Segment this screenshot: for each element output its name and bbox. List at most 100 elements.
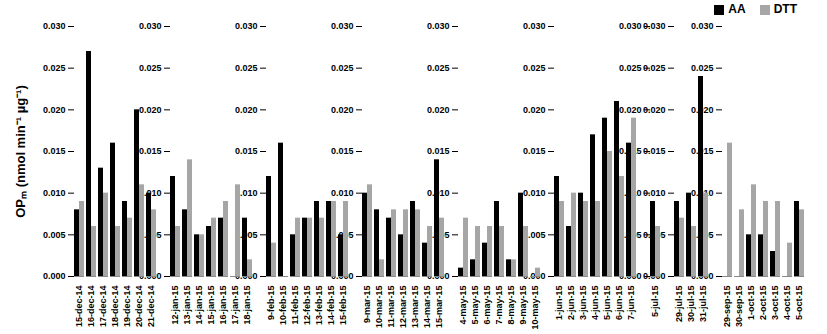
svg-text:0.010: 0.010	[523, 188, 546, 198]
svg-text:30-jul-15: 30-jul-15	[686, 286, 696, 323]
svg-text:0.015: 0.015	[643, 146, 666, 156]
svg-text:19-dec-14: 19-dec-14	[122, 286, 132, 328]
svg-text:6-jun-15: 6-jun-15	[614, 286, 624, 321]
svg-text:0.000: 0.000	[235, 271, 258, 282]
svg-text:0.030: 0.030	[427, 21, 450, 31]
svg-text:18-jan-15: 18-jan-15	[242, 286, 252, 325]
svg-text:7-jun-15: 7-jun-15	[626, 286, 636, 321]
svg-text:0.015: 0.015	[331, 146, 354, 156]
svg-text:0.030: 0.030	[643, 21, 666, 31]
html-text:AA: AA	[728, 2, 746, 16]
svg-text:0.030: 0.030	[235, 21, 258, 31]
svg-text:OPₘ (nmol min⁻¹ µg⁻¹): OPₘ (nmol min⁻¹ µg⁻¹)	[13, 85, 28, 218]
svg-text:13-mar-15: 13-mar-15	[410, 286, 420, 329]
svg-text:29-sep-15: 29-sep-15	[722, 286, 732, 328]
svg-text:10-may-15: 10-may-15	[530, 286, 540, 330]
html-text:DTT: DTT	[773, 2, 797, 16]
svg-text:0.025: 0.025	[139, 63, 162, 73]
svg-text:30-sep-15: 30-sep-15	[734, 286, 744, 328]
svg-text:3-oct-15: 3-oct-15	[770, 286, 780, 321]
svg-text:12-mar-15: 12-mar-15	[398, 286, 408, 329]
svg-text:11-mar-15: 11-mar-15	[386, 286, 396, 328]
svg-text:0.025: 0.025	[235, 63, 258, 73]
svg-text:5-jun-15: 5-jun-15	[602, 286, 612, 321]
svg-text:0.025: 0.025	[619, 63, 642, 73]
svg-text:13-jan-15: 13-jan-15	[182, 286, 192, 325]
svg-text:3-jun-15: 3-jun-15	[578, 286, 588, 321]
svg-text:15-jan-15: 15-jan-15	[206, 286, 216, 325]
svg-text:0.020: 0.020	[139, 105, 162, 115]
svg-text:0.030: 0.030	[43, 21, 66, 31]
svg-text:9-mar-15: 9-mar-15	[362, 286, 372, 324]
svg-text:4-oct-15: 4-oct-15	[782, 286, 792, 321]
svg-text:10-feb-15: 10-feb-15	[278, 286, 288, 326]
svg-text:16-dec-14: 16-dec-14	[86, 286, 96, 328]
svg-text:12-jan-15: 12-jan-15	[170, 286, 180, 325]
svg-text:2-oct-15: 2-oct-15	[758, 286, 768, 321]
svg-text:17-dec-14: 17-dec-14	[98, 286, 108, 328]
svg-text:15-dec-14: 15-dec-14	[74, 286, 84, 328]
svg-text:7-may-15: 7-may-15	[494, 286, 504, 325]
svg-text:0.025: 0.025	[643, 63, 666, 73]
svg-text:20-dec-14: 20-dec-14	[134, 286, 144, 328]
svg-text:0.015: 0.015	[139, 146, 162, 156]
svg-text:0.030: 0.030	[691, 21, 714, 31]
svg-text:0.015: 0.015	[427, 146, 450, 156]
svg-text:0.025: 0.025	[331, 63, 354, 73]
svg-text:2-jun-15: 2-jun-15	[566, 286, 576, 321]
svg-text:0.020: 0.020	[523, 105, 546, 115]
svg-text:0.020: 0.020	[427, 105, 450, 115]
svg-text:0.025: 0.025	[523, 63, 546, 73]
svg-text:0.030: 0.030	[523, 21, 546, 31]
svg-text:0.030: 0.030	[139, 21, 162, 31]
svg-text:0.030: 0.030	[331, 21, 354, 31]
svg-text:10-mar-15: 10-mar-15	[374, 286, 384, 329]
svg-text:0.005: 0.005	[43, 230, 66, 240]
svg-text:1-oct-15: 1-oct-15	[746, 286, 756, 321]
svg-text:0.020: 0.020	[643, 105, 666, 115]
svg-text:21-dec-14: 21-dec-14	[146, 286, 156, 328]
svg-text:5-oct-15: 5-oct-15	[794, 286, 804, 321]
svg-text:5-may-15: 5-may-15	[470, 286, 480, 325]
svg-text:0.020: 0.020	[43, 105, 66, 115]
svg-text:0.000: 0.000	[331, 271, 354, 282]
svg-text:4-may-15: 4-may-15	[458, 286, 468, 325]
svg-text:16-jan-15: 16-jan-15	[218, 286, 228, 325]
svg-text:15-mar-15: 15-mar-15	[434, 286, 444, 329]
svg-text:0.020: 0.020	[331, 105, 354, 115]
svg-text:0.000: 0.000	[43, 271, 66, 281]
svg-text:0.010: 0.010	[43, 188, 66, 198]
svg-text:18-dec-14: 18-dec-14	[110, 286, 120, 328]
svg-text:0.025: 0.025	[427, 63, 450, 73]
svg-text:9-feb-15: 9-feb-15	[266, 286, 276, 321]
svg-text:0.010: 0.010	[643, 188, 666, 198]
svg-text:6-may-15: 6-may-15	[482, 286, 492, 325]
svg-text:0.020: 0.020	[619, 105, 642, 115]
svg-text:0.025: 0.025	[691, 63, 714, 73]
svg-text:8-may-15: 8-may-15	[506, 286, 516, 325]
svg-text:14-jan-15: 14-jan-15	[194, 286, 204, 325]
svg-text:0.015: 0.015	[235, 146, 258, 156]
svg-text:11-feb-15: 11-feb-15	[290, 286, 300, 325]
svg-text:0.015: 0.015	[523, 146, 546, 156]
svg-text:9-may-15: 9-may-15	[518, 286, 528, 325]
svg-text:0.000: 0.000	[523, 271, 546, 282]
svg-text:31-jul-15: 31-jul-15	[698, 286, 708, 323]
svg-text:0.000: 0.000	[427, 271, 450, 282]
svg-text:14-mar-15: 14-mar-15	[422, 286, 432, 329]
svg-text:0.025: 0.025	[43, 63, 66, 73]
svg-text:17-jan-15: 17-jan-15	[230, 286, 240, 325]
svg-text:1-jun-15: 1-jun-15	[554, 286, 564, 321]
svg-text:29-jul-15: 29-jul-15	[674, 286, 684, 323]
svg-text:0.030: 0.030	[619, 21, 642, 31]
svg-text:4-jun-15: 4-jun-15	[590, 286, 600, 321]
svg-text:15-feb-15: 15-feb-15	[338, 286, 348, 326]
svg-text:0.020: 0.020	[235, 105, 258, 115]
svg-text:12-feb-15: 12-feb-15	[302, 286, 312, 326]
svg-text:14-feb-15: 14-feb-15	[326, 286, 336, 326]
svg-text:13-feb-15: 13-feb-15	[314, 286, 324, 326]
svg-text:5-jul-15: 5-jul-15	[650, 286, 660, 318]
svg-text:0.000: 0.000	[139, 271, 162, 282]
svg-text:0.015: 0.015	[43, 146, 66, 156]
svg-text:0.010: 0.010	[331, 188, 354, 198]
